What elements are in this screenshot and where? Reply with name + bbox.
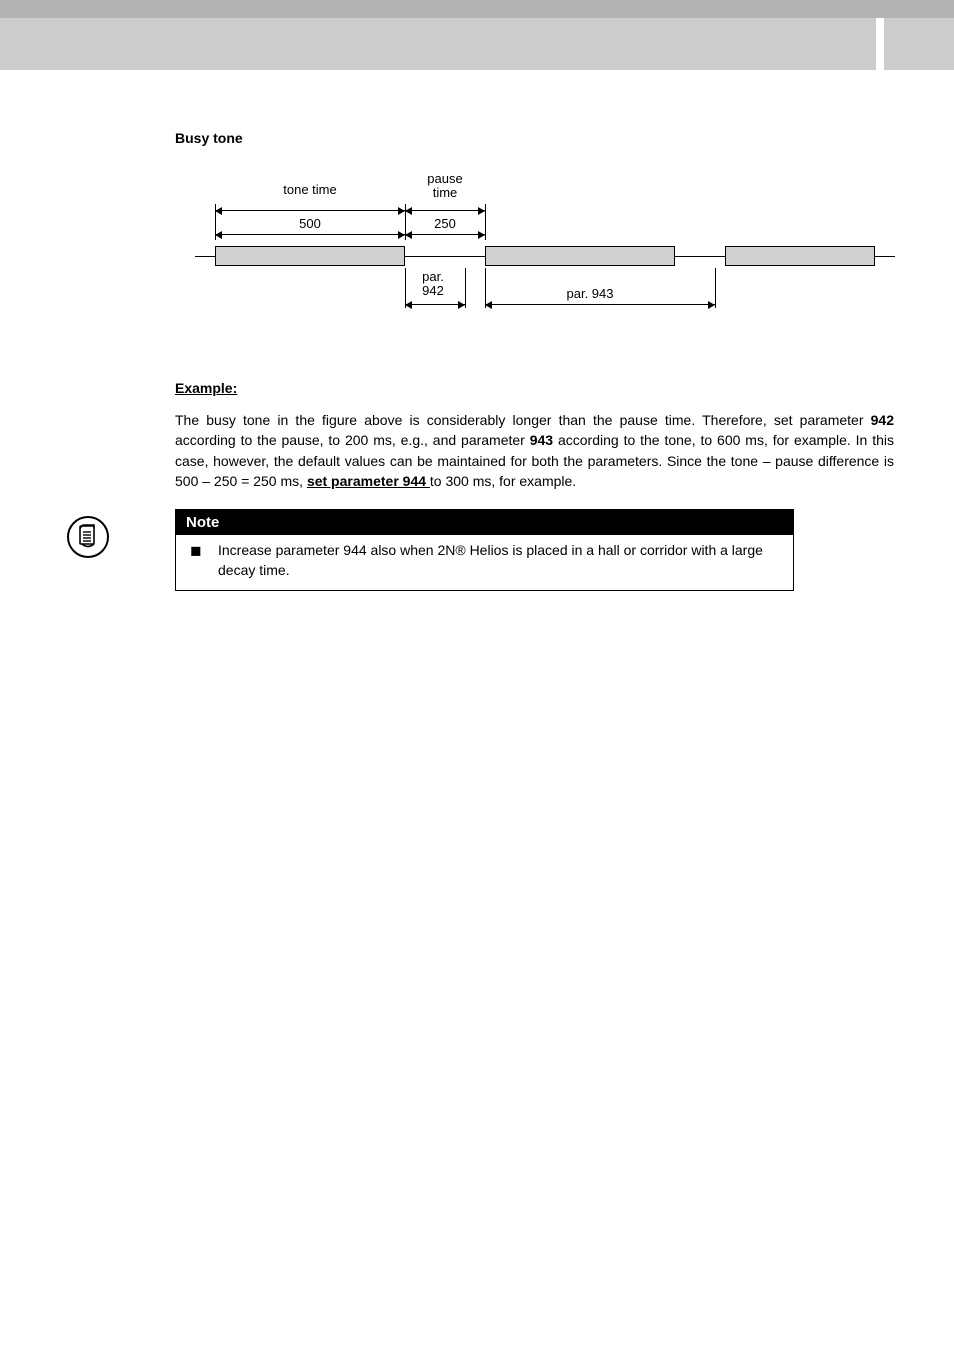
busy-tone-heading: Busy tone [175, 130, 894, 146]
note-box: Note ◼ Increase parameter 944 also when … [175, 509, 794, 591]
note-icon [0, 509, 175, 564]
header-gap [876, 18, 884, 70]
example-paragraph: The busy tone in the figure above is con… [175, 410, 894, 491]
tone-time-arrow [215, 210, 405, 211]
header-left [0, 18, 876, 70]
baseline [675, 256, 725, 257]
pause-time-arrow [405, 210, 485, 211]
busy-tone-diagram: tone time pause time 500 250 [175, 160, 895, 340]
header-bar [0, 18, 954, 70]
par-942-arrow [405, 304, 465, 305]
baseline [195, 256, 215, 257]
baseline [405, 256, 485, 257]
tone-time-label: tone time [215, 182, 405, 197]
bar-outline [485, 246, 675, 266]
tone-value: 500 [215, 216, 405, 231]
example-heading: Example: [175, 380, 894, 396]
top-accent-bar [0, 0, 954, 18]
par-943-arrow [485, 304, 715, 305]
note-body: ◼ Increase parameter 944 also when 2N® H… [176, 535, 793, 590]
bar-outline [725, 246, 875, 266]
tick [485, 204, 486, 240]
tick [715, 268, 716, 308]
note-bullet: ◼ [190, 541, 218, 580]
bar-outline [215, 246, 405, 266]
pause-value: 250 [405, 216, 485, 231]
baseline [875, 256, 895, 257]
pause-value-arrow [405, 234, 485, 235]
note-text: Increase parameter 944 also when 2N® Hel… [218, 541, 779, 580]
header-right [884, 18, 954, 70]
par-943-label: par. 943 [495, 286, 685, 301]
note-title: Note [176, 510, 793, 535]
pause-time-label: pause time [385, 172, 505, 201]
tick [465, 268, 466, 308]
tone-value-arrow [215, 234, 405, 235]
